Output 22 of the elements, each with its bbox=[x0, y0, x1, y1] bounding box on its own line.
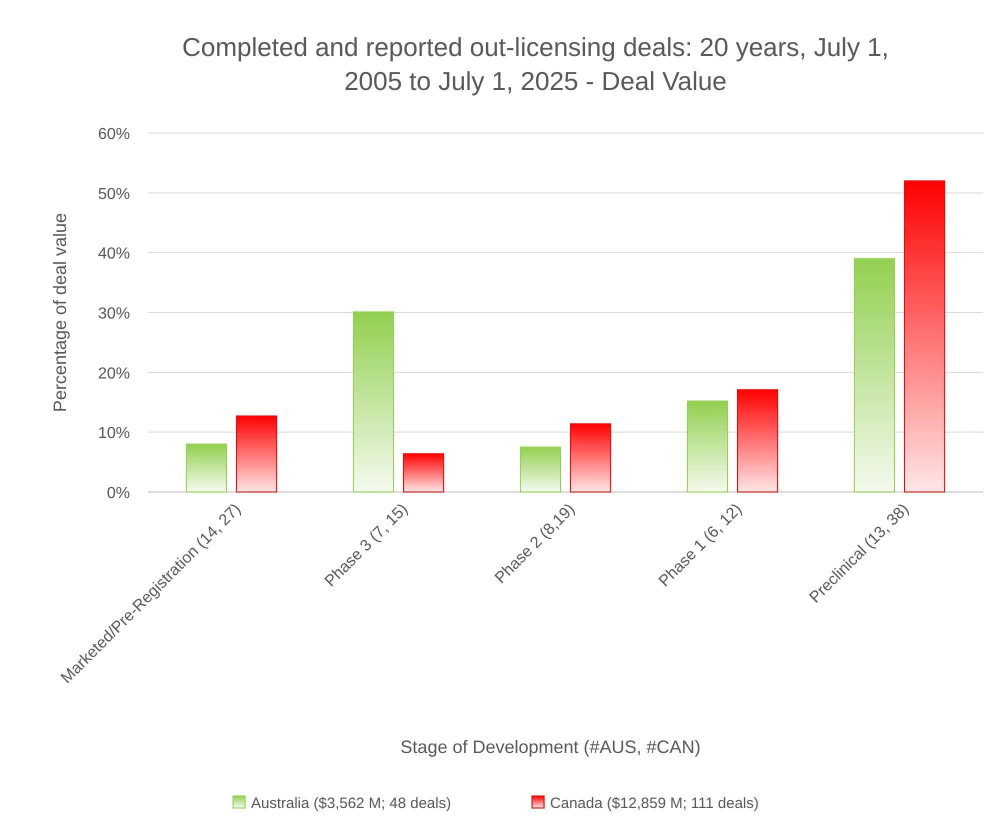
bar bbox=[737, 389, 778, 492]
bar bbox=[854, 258, 895, 492]
y-tick-label: 10% bbox=[98, 425, 130, 442]
bar bbox=[686, 400, 728, 492]
bar bbox=[520, 446, 561, 492]
bar bbox=[186, 444, 227, 492]
bar bbox=[904, 180, 946, 492]
bar bbox=[352, 311, 394, 492]
y-tick-label: 50% bbox=[98, 186, 130, 203]
y-tick-label: 0% bbox=[106, 485, 130, 502]
legend-label: Canada ($12,859 M; 111 deals) bbox=[550, 795, 759, 812]
bar bbox=[403, 453, 444, 492]
bar bbox=[570, 423, 612, 492]
y-axis-title: Percentage of deal value bbox=[50, 212, 70, 412]
y-tick-label: 60% bbox=[98, 126, 130, 143]
bar bbox=[236, 416, 278, 492]
y-tick-label: 30% bbox=[98, 306, 130, 322]
y-tick-label: 20% bbox=[98, 365, 130, 382]
x-axis-title: Stage of Development (#AUS, #CAN) bbox=[400, 737, 701, 757]
y-tick-label: 40% bbox=[98, 246, 130, 263]
legend-label: Australia ($3,562 M; 48 deals) bbox=[251, 795, 452, 812]
chart-title: Completed and reported out-licensing deals: 20 years, July 1, 2005 to July 1, 2025 - Deal Value bbox=[182, 32, 889, 96]
